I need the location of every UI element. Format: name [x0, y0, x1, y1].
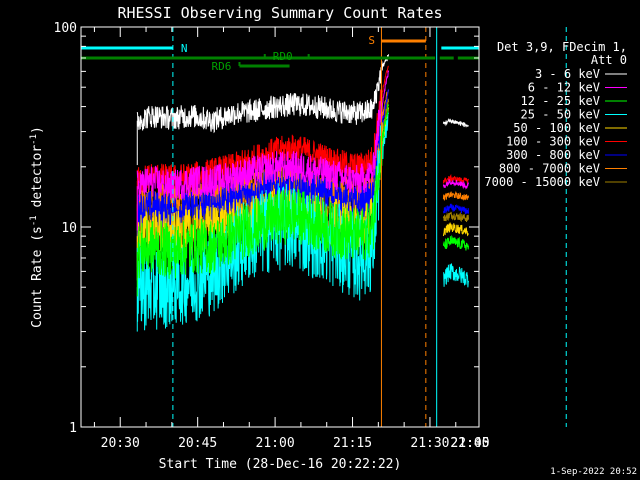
- legend-entry-label: 800 - 7000 keV: [499, 162, 600, 176]
- y-axis-label: Count Rate (s-1 detector-1): [29, 126, 45, 328]
- series-12-25-kev-trace: [136, 103, 390, 279]
- x-tick-label: 21:45: [450, 436, 489, 451]
- data-traces: [136, 54, 469, 332]
- series-3-6-kev-trace-segment-2: [442, 117, 469, 128]
- series-12-25-kev-trace-segment-2: [442, 234, 469, 251]
- x-tick-label: 21:00: [256, 436, 295, 451]
- series-800-7000-kev-trace-segment-2: [442, 190, 469, 201]
- legend-entry-label: 3 - 6 keV: [535, 67, 600, 81]
- x-tick-label: 20:45: [178, 436, 217, 451]
- rd0-label: RD0: [273, 50, 293, 63]
- series-25-50-kev-trace-segment-2: [443, 263, 469, 288]
- legend-entry-label: 6 - 12 keV: [528, 81, 600, 95]
- y-axis-label-sup2: -1: [29, 134, 39, 145]
- night-label: N: [181, 42, 188, 55]
- x-tick-label: 21:30: [410, 436, 449, 451]
- y-tick-label: 1: [69, 421, 77, 436]
- x-tick-label: 22:00: [450, 436, 489, 451]
- series-6-12-kev-trace: [136, 70, 390, 202]
- y-axis-label-sup1: -1: [29, 215, 39, 226]
- y-axis-ticks: 1 10 100: [54, 21, 479, 436]
- y-tick-label: 100: [54, 21, 77, 36]
- x-tick-label: 20:30: [101, 436, 140, 451]
- flare-label: S: [368, 34, 375, 47]
- y-axis-label-part3: ): [30, 126, 45, 134]
- x-tick-label: 21:15: [333, 436, 372, 451]
- legend-header-2: Att 0: [591, 53, 627, 67]
- legend-entry-label: 100 - 300 keV: [506, 135, 600, 149]
- legend-header-1: Det 3,9, FDecim 1,: [497, 40, 627, 54]
- series-7000-15000-kev-trace-segment-2: [442, 211, 469, 223]
- chart-title: RHESSI Observing Summary Count Rates: [117, 4, 442, 22]
- rd6-label: RD6: [211, 60, 231, 73]
- x-axis-label: Start Time (28-Dec-16 20:22:22): [159, 457, 402, 472]
- y-axis-label-part1: Count Rate (s: [30, 226, 45, 328]
- legend-entry-label: 12 - 25 keV: [521, 94, 600, 108]
- legend-entry-label: 7000 - 15000 keV: [484, 175, 600, 189]
- series-3-6-kev-trace: [136, 54, 390, 134]
- legend-entry-label: 50 - 100 keV: [513, 121, 600, 135]
- y-tick-label: 10: [61, 221, 77, 236]
- series-300-800-kev-trace-segment-2: [442, 203, 469, 215]
- legend-entry-label: 300 - 800 keV: [506, 148, 600, 162]
- y-axis-label-part2: detector: [30, 145, 45, 216]
- generated-timestamp: 1-Sep-2022 20:52: [550, 467, 637, 477]
- series-50-100-kev-trace-segment-2: [442, 222, 469, 237]
- series-6-12-kev-trace-segment-2: [442, 179, 469, 190]
- legend-entry-label: 25 - 50 keV: [521, 108, 600, 122]
